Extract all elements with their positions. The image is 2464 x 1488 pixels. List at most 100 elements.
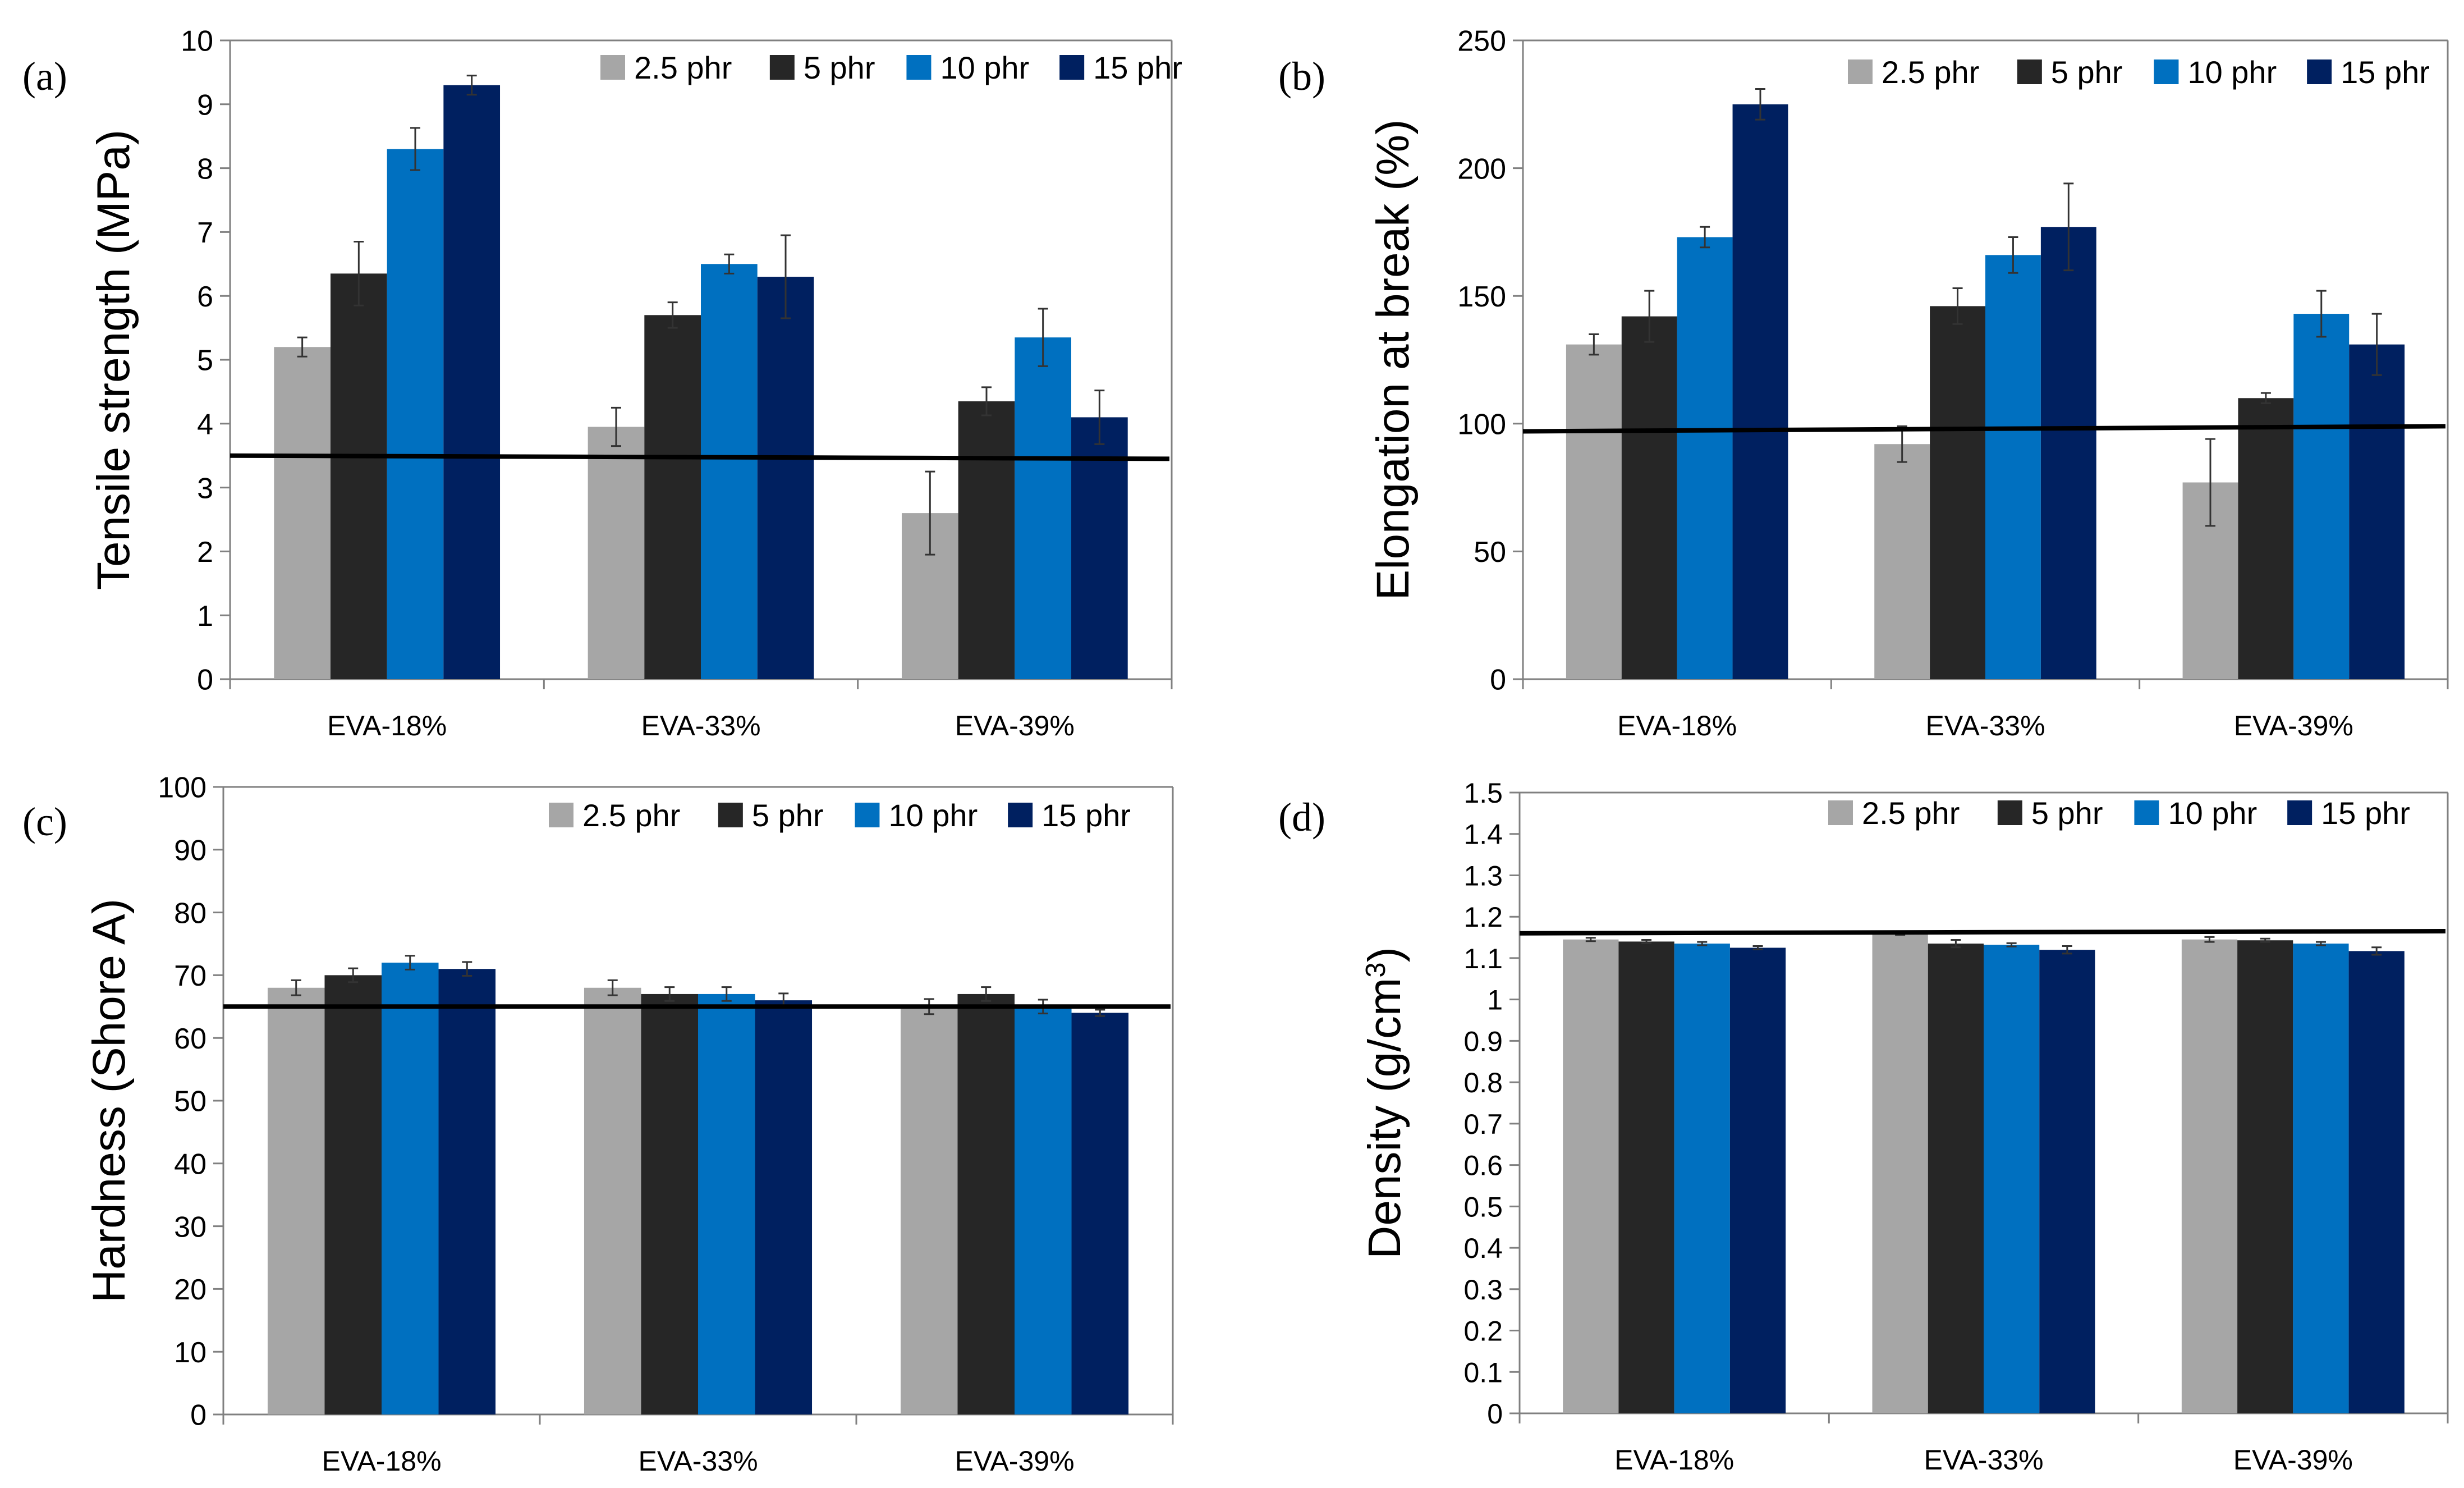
bar bbox=[1566, 344, 1622, 679]
y-tick-label: 0.8 bbox=[1463, 1067, 1503, 1098]
bar bbox=[1677, 237, 1733, 679]
y-axis-title-main: Elongation at break (%) bbox=[1368, 120, 1419, 601]
y-tick-label: 40 bbox=[174, 1148, 207, 1181]
bar bbox=[2238, 398, 2294, 679]
y-tick-label: 9 bbox=[197, 89, 213, 122]
y-tick-label: 100 bbox=[158, 772, 207, 804]
bar bbox=[438, 969, 496, 1414]
legend-swatch bbox=[718, 803, 743, 827]
x-tick-label: EVA-39% bbox=[955, 710, 1075, 741]
panel-a: 0 1 2 3 4 5 6 7 8 9 10 EVA-18% EVA-33% EVA-39% 2.5 phr… bbox=[22, 25, 1182, 741]
bar bbox=[958, 401, 1015, 679]
bar bbox=[267, 987, 325, 1414]
x-tick-label: EVA-33% bbox=[638, 1445, 758, 1477]
reference-line bbox=[230, 453, 1170, 461]
x-tick-label: EVA-18% bbox=[322, 1445, 441, 1477]
y-tick-label: 200 bbox=[1457, 153, 1506, 185]
y-tick-label: 0 bbox=[1487, 1398, 1503, 1430]
legend-swatch bbox=[600, 55, 625, 80]
legend-label: 5 phr bbox=[2051, 54, 2123, 90]
bar bbox=[274, 347, 331, 679]
bar bbox=[1563, 939, 1619, 1413]
y-tick-label: 0 bbox=[1490, 664, 1506, 697]
bar bbox=[1071, 417, 1128, 679]
x-tick-label: EVA-18% bbox=[327, 710, 447, 741]
legend-label: 15 phr bbox=[2341, 54, 2430, 90]
x-tick-label: EVA-33% bbox=[641, 710, 760, 741]
legend-label: 5 phr bbox=[752, 798, 824, 833]
legend-label: 15 phr bbox=[1041, 798, 1131, 833]
y-tick-label: 0.5 bbox=[1463, 1191, 1503, 1223]
y-tick-label: 0.7 bbox=[1463, 1109, 1503, 1140]
y-tick-label: 1.3 bbox=[1463, 860, 1503, 891]
bar bbox=[1732, 104, 1788, 679]
y-tick-label: 5 bbox=[197, 345, 213, 377]
x-tick-label: EVA-39% bbox=[2234, 710, 2353, 741]
bar bbox=[330, 273, 387, 679]
bar bbox=[755, 1000, 813, 1414]
y-axis-title-main: Hardness (Shore A) bbox=[84, 899, 135, 1303]
y-tick-label: 0 bbox=[197, 664, 213, 697]
y-tick-label: 0.9 bbox=[1463, 1025, 1503, 1057]
legend-label: 2.5 phr bbox=[1882, 54, 1979, 90]
bar bbox=[1874, 444, 1930, 679]
y-tick-label: 70 bbox=[174, 960, 207, 992]
bar bbox=[1015, 1006, 1072, 1414]
x-tick-label: EVA-18% bbox=[1617, 710, 1737, 741]
y-tick-label: 0.6 bbox=[1463, 1150, 1503, 1182]
y-tick-label: 1.1 bbox=[1463, 943, 1503, 974]
bar bbox=[641, 993, 698, 1414]
y-tick-label: 4 bbox=[197, 409, 213, 441]
bar bbox=[2293, 944, 2349, 1413]
legend-swatch bbox=[2287, 800, 2312, 825]
legend-label: 10 phr bbox=[888, 798, 978, 833]
y-tick-label: 1 bbox=[197, 600, 213, 633]
bar bbox=[1015, 337, 1072, 679]
legend-swatch bbox=[769, 55, 795, 80]
legend-label: 2.5 phr bbox=[634, 50, 732, 85]
bar bbox=[2039, 950, 2095, 1413]
bar bbox=[382, 963, 439, 1414]
y-tick-label: 80 bbox=[174, 897, 207, 930]
legend-swatch bbox=[2307, 59, 2332, 84]
panel-label: (c) bbox=[22, 799, 67, 844]
y-tick-label: 1.4 bbox=[1463, 819, 1503, 850]
reference-line bbox=[1522, 424, 2446, 434]
bar bbox=[698, 993, 755, 1414]
y-tick-label: 3 bbox=[197, 472, 213, 505]
y-axis-title: Hardness (Shore A) bbox=[84, 899, 135, 1303]
y-axis-title: Density (g/cm3) bbox=[1359, 947, 1410, 1259]
y-tick-label: 8 bbox=[197, 153, 213, 185]
bar bbox=[2293, 314, 2350, 679]
bar bbox=[1872, 933, 1928, 1413]
bar bbox=[588, 427, 645, 679]
bar bbox=[387, 149, 444, 680]
legend-swatch bbox=[1997, 800, 2022, 825]
bar bbox=[584, 987, 641, 1414]
bar bbox=[2348, 951, 2405, 1413]
y-tick-label: 0 bbox=[190, 1399, 207, 1432]
y-tick-label: 1.5 bbox=[1463, 777, 1503, 809]
panel-c: 0 10 20 30 40 50 60 70 80 90 100 EVA-18% EVA-33% EVA-… bbox=[22, 772, 1174, 1477]
bar bbox=[443, 85, 501, 679]
y-tick-label: 0.1 bbox=[1463, 1357, 1503, 1388]
legend-label: 2.5 phr bbox=[582, 798, 680, 833]
bar bbox=[1071, 1013, 1129, 1414]
y-tick-label: 6 bbox=[197, 281, 213, 313]
y-tick-label: 10 bbox=[181, 25, 213, 58]
legend-label: 15 phr bbox=[1093, 50, 1182, 85]
bar bbox=[644, 315, 701, 679]
y-tick-label: 30 bbox=[174, 1211, 207, 1243]
panel-label: (d) bbox=[1278, 795, 1325, 840]
legend-label: 10 phr bbox=[2187, 54, 2277, 90]
legend-swatch bbox=[1008, 803, 1033, 827]
y-tick-label: 250 bbox=[1457, 25, 1506, 58]
y-tick-label: 0.3 bbox=[1463, 1274, 1503, 1306]
y-axis-title: Elongation at break (%) bbox=[1368, 120, 1419, 601]
y-tick-label: 60 bbox=[174, 1023, 207, 1055]
bar bbox=[900, 1006, 958, 1414]
legend-swatch bbox=[2017, 59, 2042, 84]
bar bbox=[1985, 255, 2041, 679]
bar bbox=[1618, 941, 1674, 1413]
